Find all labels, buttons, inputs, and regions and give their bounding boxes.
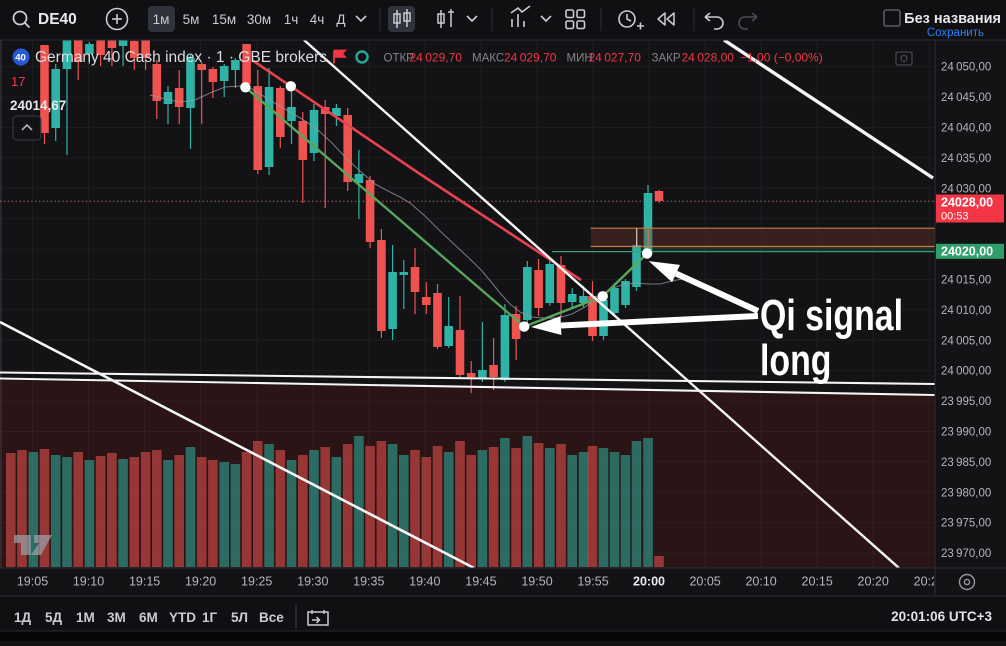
svg-text:24 005,00: 24 005,00 [941,335,991,347]
svg-text:24 040,00: 24 040,00 [941,123,991,135]
svg-text:1м: 1м [153,12,170,27]
svg-text:24 028,00: 24 028,00 [682,51,735,65]
svg-text:23 995,00: 23 995,00 [941,396,991,408]
svg-text:−1,00 (−0,00%): −1,00 (−0,00%) [740,51,823,65]
svg-text:23 975,00: 23 975,00 [941,518,991,530]
svg-text:5Л: 5Л [231,610,248,625]
svg-text:17: 17 [11,74,25,89]
svg-text:1ч: 1ч [284,12,299,27]
svg-text:19:30: 19:30 [297,575,328,589]
svg-text:Без названия: Без названия [904,11,1001,27]
svg-text:YTD: YTD [169,610,196,625]
svg-text:19:25: 19:25 [241,575,272,589]
svg-text:00:53: 00:53 [941,211,969,223]
svg-text:3М: 3М [107,610,126,625]
svg-text:24 045,00: 24 045,00 [941,92,991,104]
svg-text:1Д: 1Д [14,610,32,625]
svg-text:24 030,00: 24 030,00 [941,183,991,195]
svg-text:23 970,00: 23 970,00 [941,548,991,560]
svg-text:19:20: 19:20 [185,575,216,589]
svg-text:19:45: 19:45 [465,575,496,589]
svg-text:1М: 1М [76,610,95,625]
svg-text:5Д: 5Д [45,610,63,625]
svg-text:15м: 15м [212,12,236,27]
svg-text:24 029,70: 24 029,70 [504,51,557,65]
svg-text:5м: 5м [183,12,200,27]
svg-text:24 000,00: 24 000,00 [941,366,991,378]
svg-text:20:20: 20:20 [858,575,889,589]
svg-text:24014,67: 24014,67 [10,98,66,113]
svg-text:24 050,00: 24 050,00 [941,62,991,74]
svg-text:Сохранить: Сохранить [927,27,984,39]
svg-text:20:01:06 UTC+3: 20:01:06 UTC+3 [891,609,992,624]
svg-text:Germany 40 Cash index · 1 · GB: Germany 40 Cash index · 1 · GBE brokers [35,49,327,66]
svg-text:23 985,00: 23 985,00 [941,457,991,469]
svg-text:6М: 6М [139,610,158,625]
svg-text:Все: Все [259,610,284,625]
svg-text:20:10: 20:10 [745,575,776,589]
svg-text:20:05: 20:05 [689,575,720,589]
svg-text:30м: 30м [247,12,271,27]
svg-text:23 980,00: 23 980,00 [941,487,991,499]
svg-text:20:15: 20:15 [802,575,833,589]
svg-text:24 029,70: 24 029,70 [410,51,463,65]
svg-text:24 010,00: 24 010,00 [941,305,991,317]
svg-text:19:10: 19:10 [73,575,104,589]
svg-text:24 035,00: 24 035,00 [941,153,991,165]
svg-text:20:00: 20:00 [633,575,665,589]
svg-text:19:40: 19:40 [409,575,440,589]
svg-text:23 990,00: 23 990,00 [941,427,991,439]
svg-text:19:35: 19:35 [353,575,384,589]
svg-text:ОТКР: ОТКР [384,53,415,65]
svg-text:4ч: 4ч [310,12,325,27]
svg-text:24 027,70: 24 027,70 [589,51,642,65]
svg-text:24020,00: 24020,00 [941,244,993,258]
svg-text:Qi signal: Qi signal [760,291,903,340]
svg-text:19:05: 19:05 [17,575,48,589]
svg-text:24028,00: 24028,00 [941,196,993,210]
svg-text:19:55: 19:55 [577,575,608,589]
svg-text:ЗАКР: ЗАКР [652,53,681,65]
svg-text:24 015,00: 24 015,00 [941,275,991,287]
svg-text:long: long [760,336,831,385]
svg-text:Д: Д [336,12,345,27]
svg-text:19:15: 19:15 [129,575,160,589]
svg-text:40: 40 [15,53,26,64]
svg-text:19:50: 19:50 [521,575,552,589]
svg-text:МАКС: МАКС [472,53,504,65]
svg-text:20:25: 20:25 [914,575,945,589]
svg-text:DE40: DE40 [38,11,77,28]
svg-text:1Г: 1Г [202,610,218,625]
svg-text:МИН: МИН [567,53,593,65]
